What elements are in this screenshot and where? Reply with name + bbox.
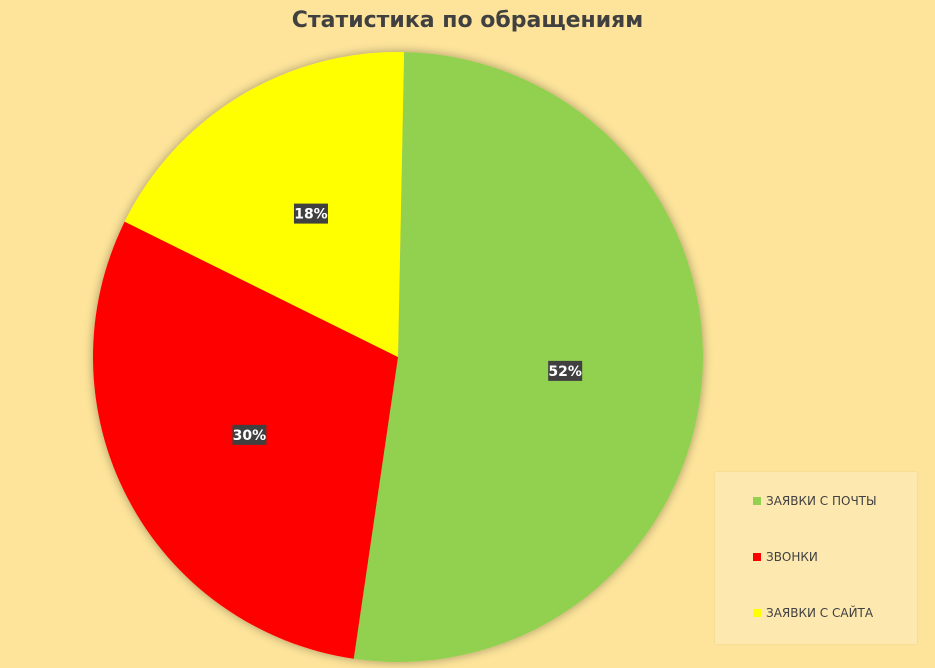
data-label-email: 52% bbox=[548, 360, 583, 381]
data-label-bg-calls bbox=[232, 424, 267, 445]
legend-item-calls: ЗВОНКИ bbox=[753, 550, 818, 564]
legend: ЗАЯВКИ С ПОЧТЫ ЗВОНКИ ЗАЯВКИ С САЙТА bbox=[715, 472, 917, 644]
legend-item-email: ЗАЯВКИ С ПОЧТЫ bbox=[753, 494, 877, 508]
chart-title: Статистика по обращениям bbox=[291, 8, 644, 33]
data-label-calls: 30% bbox=[232, 424, 267, 445]
legend-label-site: ЗАЯВКИ С САЙТА bbox=[766, 606, 874, 620]
legend-swatch-email bbox=[753, 497, 761, 505]
legend-label-calls: ЗВОНКИ bbox=[766, 550, 818, 564]
legend-swatch-site bbox=[753, 609, 761, 617]
data-label-site: 18% bbox=[293, 203, 328, 224]
data-label-text-site: 18% bbox=[294, 207, 328, 223]
data-label-text-calls: 30% bbox=[233, 428, 267, 444]
data-label-bg-email bbox=[548, 360, 583, 381]
legend-item-site: ЗАЯВКИ С САЙТА bbox=[753, 606, 873, 620]
legend-label-email: ЗАЯВКИ С ПОЧТЫ bbox=[766, 494, 877, 508]
pie-slice-email bbox=[353, 52, 703, 662]
pie-slice-site bbox=[124, 52, 405, 357]
legend-swatch-calls bbox=[753, 553, 761, 561]
data-label-text-email: 52% bbox=[548, 364, 582, 380]
data-label-bg-site bbox=[293, 203, 328, 224]
